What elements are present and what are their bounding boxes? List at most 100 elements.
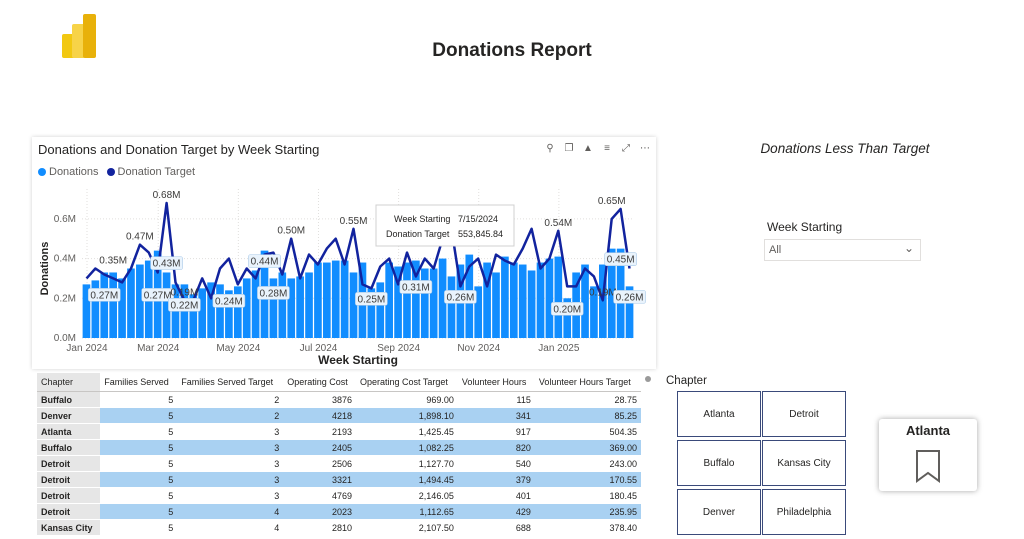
donation-bar[interactable] [412, 260, 420, 338]
donation-bar[interactable] [225, 290, 233, 338]
chapter-button-denver[interactable]: Denver [677, 489, 761, 535]
donation-bar[interactable] [136, 264, 144, 338]
more-icon[interactable]: ⋯ [640, 143, 650, 154]
donation-bar[interactable] [82, 284, 91, 338]
donation-bar[interactable] [492, 272, 500, 338]
donation-bar[interactable] [91, 280, 100, 338]
donation-bar[interactable] [501, 256, 509, 338]
donation-bar[interactable] [251, 270, 260, 338]
donation-bar[interactable] [278, 272, 287, 338]
table-cell: 1,425.45 [356, 423, 458, 440]
donation-bar[interactable] [331, 260, 340, 338]
column-header[interactable]: Families Served [100, 373, 178, 392]
table-row[interactable]: Kansas City 5 4 2810 2,107.50 688 378.40 [37, 519, 641, 536]
donation-bar[interactable] [420, 268, 429, 339]
donation-bar[interactable] [296, 276, 304, 338]
table-cell: 85.25 [534, 407, 641, 424]
donation-bar[interactable] [483, 262, 491, 338]
week-starting-dropdown[interactable]: All ⌄ [764, 239, 921, 261]
column-header[interactable]: Operating Cost Target [356, 373, 458, 392]
donations-chart[interactable]: 0.0M 0.2M 0.4M 0.6M Jan 2024 Mar 2024 May 2024… [32, 137, 656, 369]
donation-target-line[interactable] [85, 201, 631, 302]
donation-bar[interactable] [314, 262, 322, 338]
donation-bar[interactable] [429, 268, 438, 339]
donation-bar[interactable] [447, 276, 456, 338]
donation-bar[interactable] [242, 278, 251, 338]
donation-bar[interactable] [340, 260, 349, 338]
column-header[interactable]: Families Served Target [177, 373, 284, 392]
chapter-button-kansas-city[interactable]: Kansas City [762, 440, 846, 486]
donation-bar[interactable] [109, 272, 117, 338]
donation-bar[interactable] [590, 286, 598, 338]
chapter-table[interactable]: Chapter Families Served Families Served Ta… [37, 373, 641, 539]
table-row[interactable]: Detroit 5 3 3321 1,494.45 379 170.55 [37, 471, 641, 488]
donation-bar[interactable] [189, 294, 198, 338]
table-row[interactable]: Detroit 5 4 2023 1,112.65 429 235.95 [37, 503, 641, 520]
donation-bar[interactable] [233, 286, 242, 338]
donation-bar[interactable] [349, 272, 358, 338]
donation-bar[interactable] [625, 286, 634, 338]
table-row[interactable]: Buffalo 5 3 2405 1,082.25 820 369.00 [37, 439, 641, 456]
column-header[interactable]: Volunteer Hours Target [534, 373, 641, 392]
selected-chapter-card[interactable]: Atlanta [879, 419, 977, 491]
donation-bar[interactable] [367, 288, 376, 338]
table-row[interactable]: Atlanta 5 3 2193 1,425.45 917 504.35 [37, 423, 641, 440]
legend-item-donation-target[interactable]: Donation Target [106, 166, 195, 178]
donation-bar[interactable] [563, 298, 572, 338]
table-row[interactable]: Denver 5 2 4218 1,898.10 341 85.25 [37, 407, 641, 424]
chapter-slicer-label: Chapter [666, 375, 707, 387]
donation-bar[interactable] [216, 284, 224, 338]
donation-bar[interactable] [385, 262, 393, 338]
donation-bar[interactable] [323, 262, 331, 338]
table-cell: 504.35 [534, 423, 641, 440]
table-cell: 688 [457, 519, 535, 536]
donation-bar[interactable] [100, 272, 109, 338]
table-row[interactable]: Buffalo 5 2 3876 969.00 115 28.75 [37, 391, 641, 408]
donation-bar[interactable] [403, 262, 411, 338]
table-cell: 3876 [283, 391, 357, 408]
table-row[interactable]: Detroit 5 3 4769 2,146.05 401 180.45 [37, 487, 641, 504]
chapter-button-buffalo[interactable]: Buffalo [677, 440, 761, 486]
donations-chart-card[interactable]: 0.0M 0.2M 0.4M 0.6M Jan 2024 Mar 2024 May 2024… [32, 137, 656, 369]
table-row[interactable]: Detroit 5 3 2506 1,127.70 540 243.00 [37, 455, 641, 472]
pin-icon[interactable]: ⚲ [546, 143, 554, 154]
donation-bar[interactable] [198, 288, 207, 338]
chart-title: Donations and Donation Target by Week St… [38, 142, 320, 157]
donation-bar[interactable] [305, 272, 313, 338]
donation-bar[interactable] [554, 256, 563, 338]
column-header[interactable]: Volunteer Hours [457, 373, 535, 392]
bell-icon[interactable]: ▲ [583, 143, 593, 154]
chapter-button-detroit[interactable]: Detroit [762, 391, 846, 437]
donation-bar[interactable] [269, 278, 278, 338]
donation-bar[interactable] [474, 286, 483, 338]
legend-item-donations[interactable]: Donations [38, 166, 99, 178]
x-tick-label: May 2024 [216, 343, 260, 354]
donation-bar[interactable] [518, 264, 527, 338]
donation-bar[interactable] [394, 266, 402, 338]
column-header[interactable]: Chapter [37, 373, 101, 392]
donation-bar[interactable] [607, 248, 616, 338]
data-label: 0.19M [170, 287, 198, 298]
donation-bar[interactable] [127, 268, 135, 339]
table-scrollbar[interactable] [645, 376, 651, 382]
chapter-button-atlanta[interactable]: Atlanta [677, 391, 761, 437]
donation-bar[interactable] [536, 262, 545, 338]
chapter-button-philadelphia[interactable]: Philadelphia [762, 489, 846, 535]
data-label-box [150, 256, 183, 270]
chapter-cell: Denver [37, 407, 101, 424]
donation-bar[interactable] [207, 282, 215, 338]
donation-bar[interactable] [376, 282, 385, 338]
donation-bar[interactable] [438, 258, 447, 338]
column-header[interactable]: Operating Cost [283, 373, 357, 392]
copy-icon[interactable]: ❐ [564, 143, 574, 154]
donation-bar[interactable] [581, 264, 589, 338]
y-axis-title: Donations [39, 242, 51, 296]
donation-bar[interactable] [287, 278, 296, 338]
donation-bar[interactable] [162, 272, 171, 338]
donation-bar[interactable] [509, 262, 518, 338]
donation-bar[interactable] [118, 278, 126, 338]
focus-icon[interactable]: ⤢ [622, 143, 630, 154]
filter-icon[interactable]: ≡ [604, 143, 610, 154]
donation-bar[interactable] [527, 270, 536, 338]
donation-bar[interactable] [545, 258, 554, 338]
